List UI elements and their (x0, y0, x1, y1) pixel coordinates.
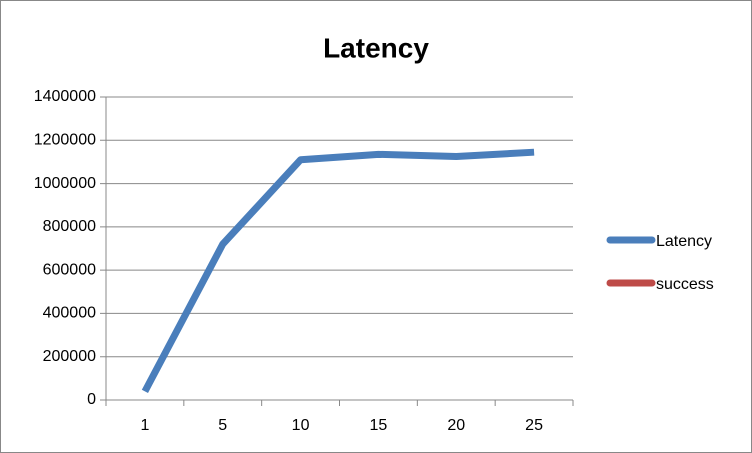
chart-title: Latency (323, 32, 429, 63)
line-series (141, 148, 535, 393)
x-tick-label: 10 (292, 417, 310, 434)
y-tick-label: 400000 (43, 305, 96, 322)
y-tick-label: 200000 (43, 348, 96, 365)
y-tick-label: 1200000 (34, 132, 96, 149)
x-tick-label: 15 (370, 417, 388, 434)
y-tick-label: 1400000 (34, 88, 96, 105)
x-tick-label: 25 (525, 417, 543, 434)
legend-label: success (656, 276, 714, 293)
y-tick-label: 800000 (43, 218, 96, 235)
x-tick-label: 20 (447, 417, 465, 434)
y-tick-label: 0 (87, 391, 96, 408)
legend-label: Latency (656, 233, 712, 250)
y-tick-label: 1000000 (34, 175, 96, 192)
x-tick-label: 1 (140, 417, 149, 434)
y-tick-label: 600000 (43, 261, 96, 278)
x-tick-label: 5 (218, 417, 227, 434)
